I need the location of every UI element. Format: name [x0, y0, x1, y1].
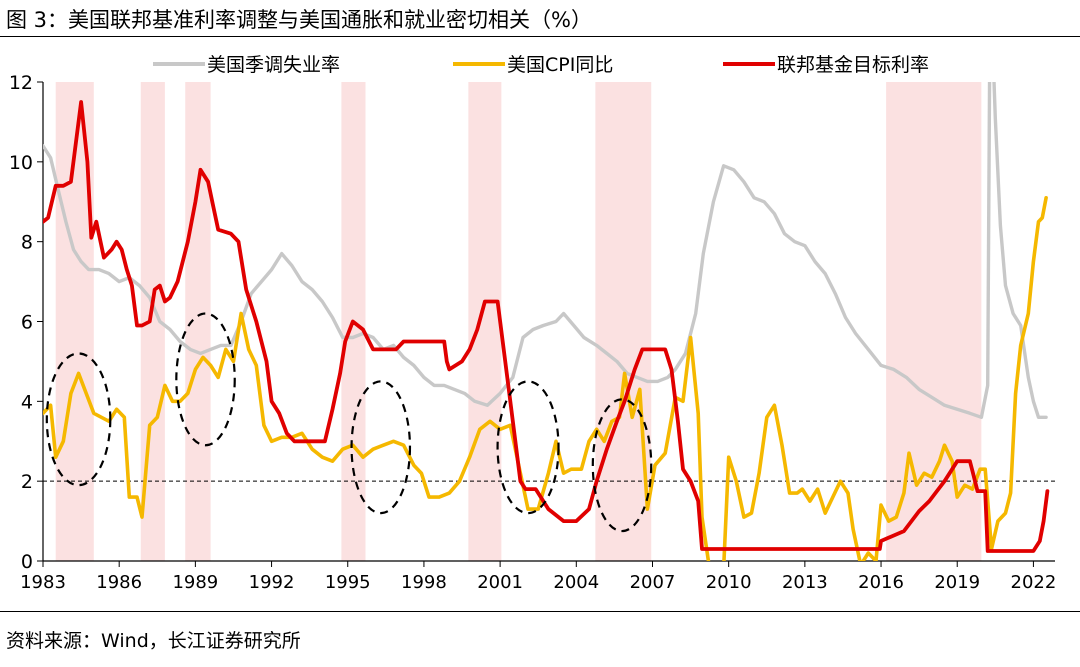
series-lines — [43, 82, 1050, 561]
series-line-2 — [43, 100, 1050, 553]
x-tick-label: 1986 — [96, 572, 142, 593]
x-tick-label: 2013 — [782, 572, 828, 593]
highlight-ellipse-1 — [175, 312, 236, 447]
chart-title: 图 3：美国联邦基准利率调整与美国通胀和就业密切相关（%） — [6, 8, 592, 32]
highlight-ellipse-4 — [591, 398, 653, 533]
x-tick-label: 2001 — [477, 572, 523, 593]
x-tick-label: 1992 — [249, 572, 295, 593]
x-tick-label: 2010 — [706, 572, 752, 593]
bottom-rule — [0, 611, 1080, 612]
recession-band-6 — [886, 82, 982, 561]
x-tick-label: 1995 — [325, 572, 371, 593]
x-tick-label: 2019 — [934, 572, 980, 593]
highlight-ellipse-2 — [350, 380, 412, 515]
y-tick-label: 2 — [21, 471, 33, 493]
x-tick-label: 1983 — [20, 572, 66, 593]
series-line-1 — [43, 196, 1048, 561]
x-tick-label: 1998 — [401, 572, 447, 593]
y-tick-label: 6 — [21, 312, 33, 334]
highlight-ellipse-3 — [496, 380, 560, 515]
y-tick-label: 10 — [9, 152, 33, 174]
y-tick-label: 8 — [21, 232, 33, 254]
y-tick-label: 0 — [21, 551, 33, 573]
recession-band-2 — [185, 82, 211, 561]
x-tick-label: 2004 — [553, 572, 599, 593]
legend-label-1: 美国CPI同比 — [507, 54, 613, 76]
y-tick-label: 12 — [9, 72, 33, 94]
highlight-ellipse-0 — [45, 352, 112, 487]
recession-bands — [55, 82, 982, 561]
x-tick-label: 2022 — [1011, 572, 1057, 593]
top-rule — [0, 36, 1080, 37]
axes: 0 2 4 6 8 10 12 1983 1986 1989 1992 1995 1998 2001 200… — [9, 72, 1057, 593]
legend-label-0: 美国季调失业率 — [207, 54, 340, 76]
line-chart: 0 2 4 6 8 10 12 1983 1986 1989 1992 1995 1998 2001 200… — [9, 54, 1057, 593]
recession-band-5 — [595, 82, 652, 561]
x-tick-label: 2016 — [858, 572, 904, 593]
x-tick-label: 1989 — [172, 572, 218, 593]
series-line-0 — [43, 82, 1048, 419]
recession-band-4 — [468, 82, 502, 561]
legend-label-2: 联邦基金目标利率 — [777, 54, 929, 76]
source-note: 资料来源：Wind，长江证券研究所 — [6, 630, 301, 652]
highlight-ellipses — [45, 312, 653, 533]
x-tick-label: 2007 — [630, 572, 676, 593]
legend: 美国季调失业率 美国CPI同比 联邦基金目标利率 — [153, 54, 929, 76]
y-tick-label: 4 — [21, 391, 33, 413]
